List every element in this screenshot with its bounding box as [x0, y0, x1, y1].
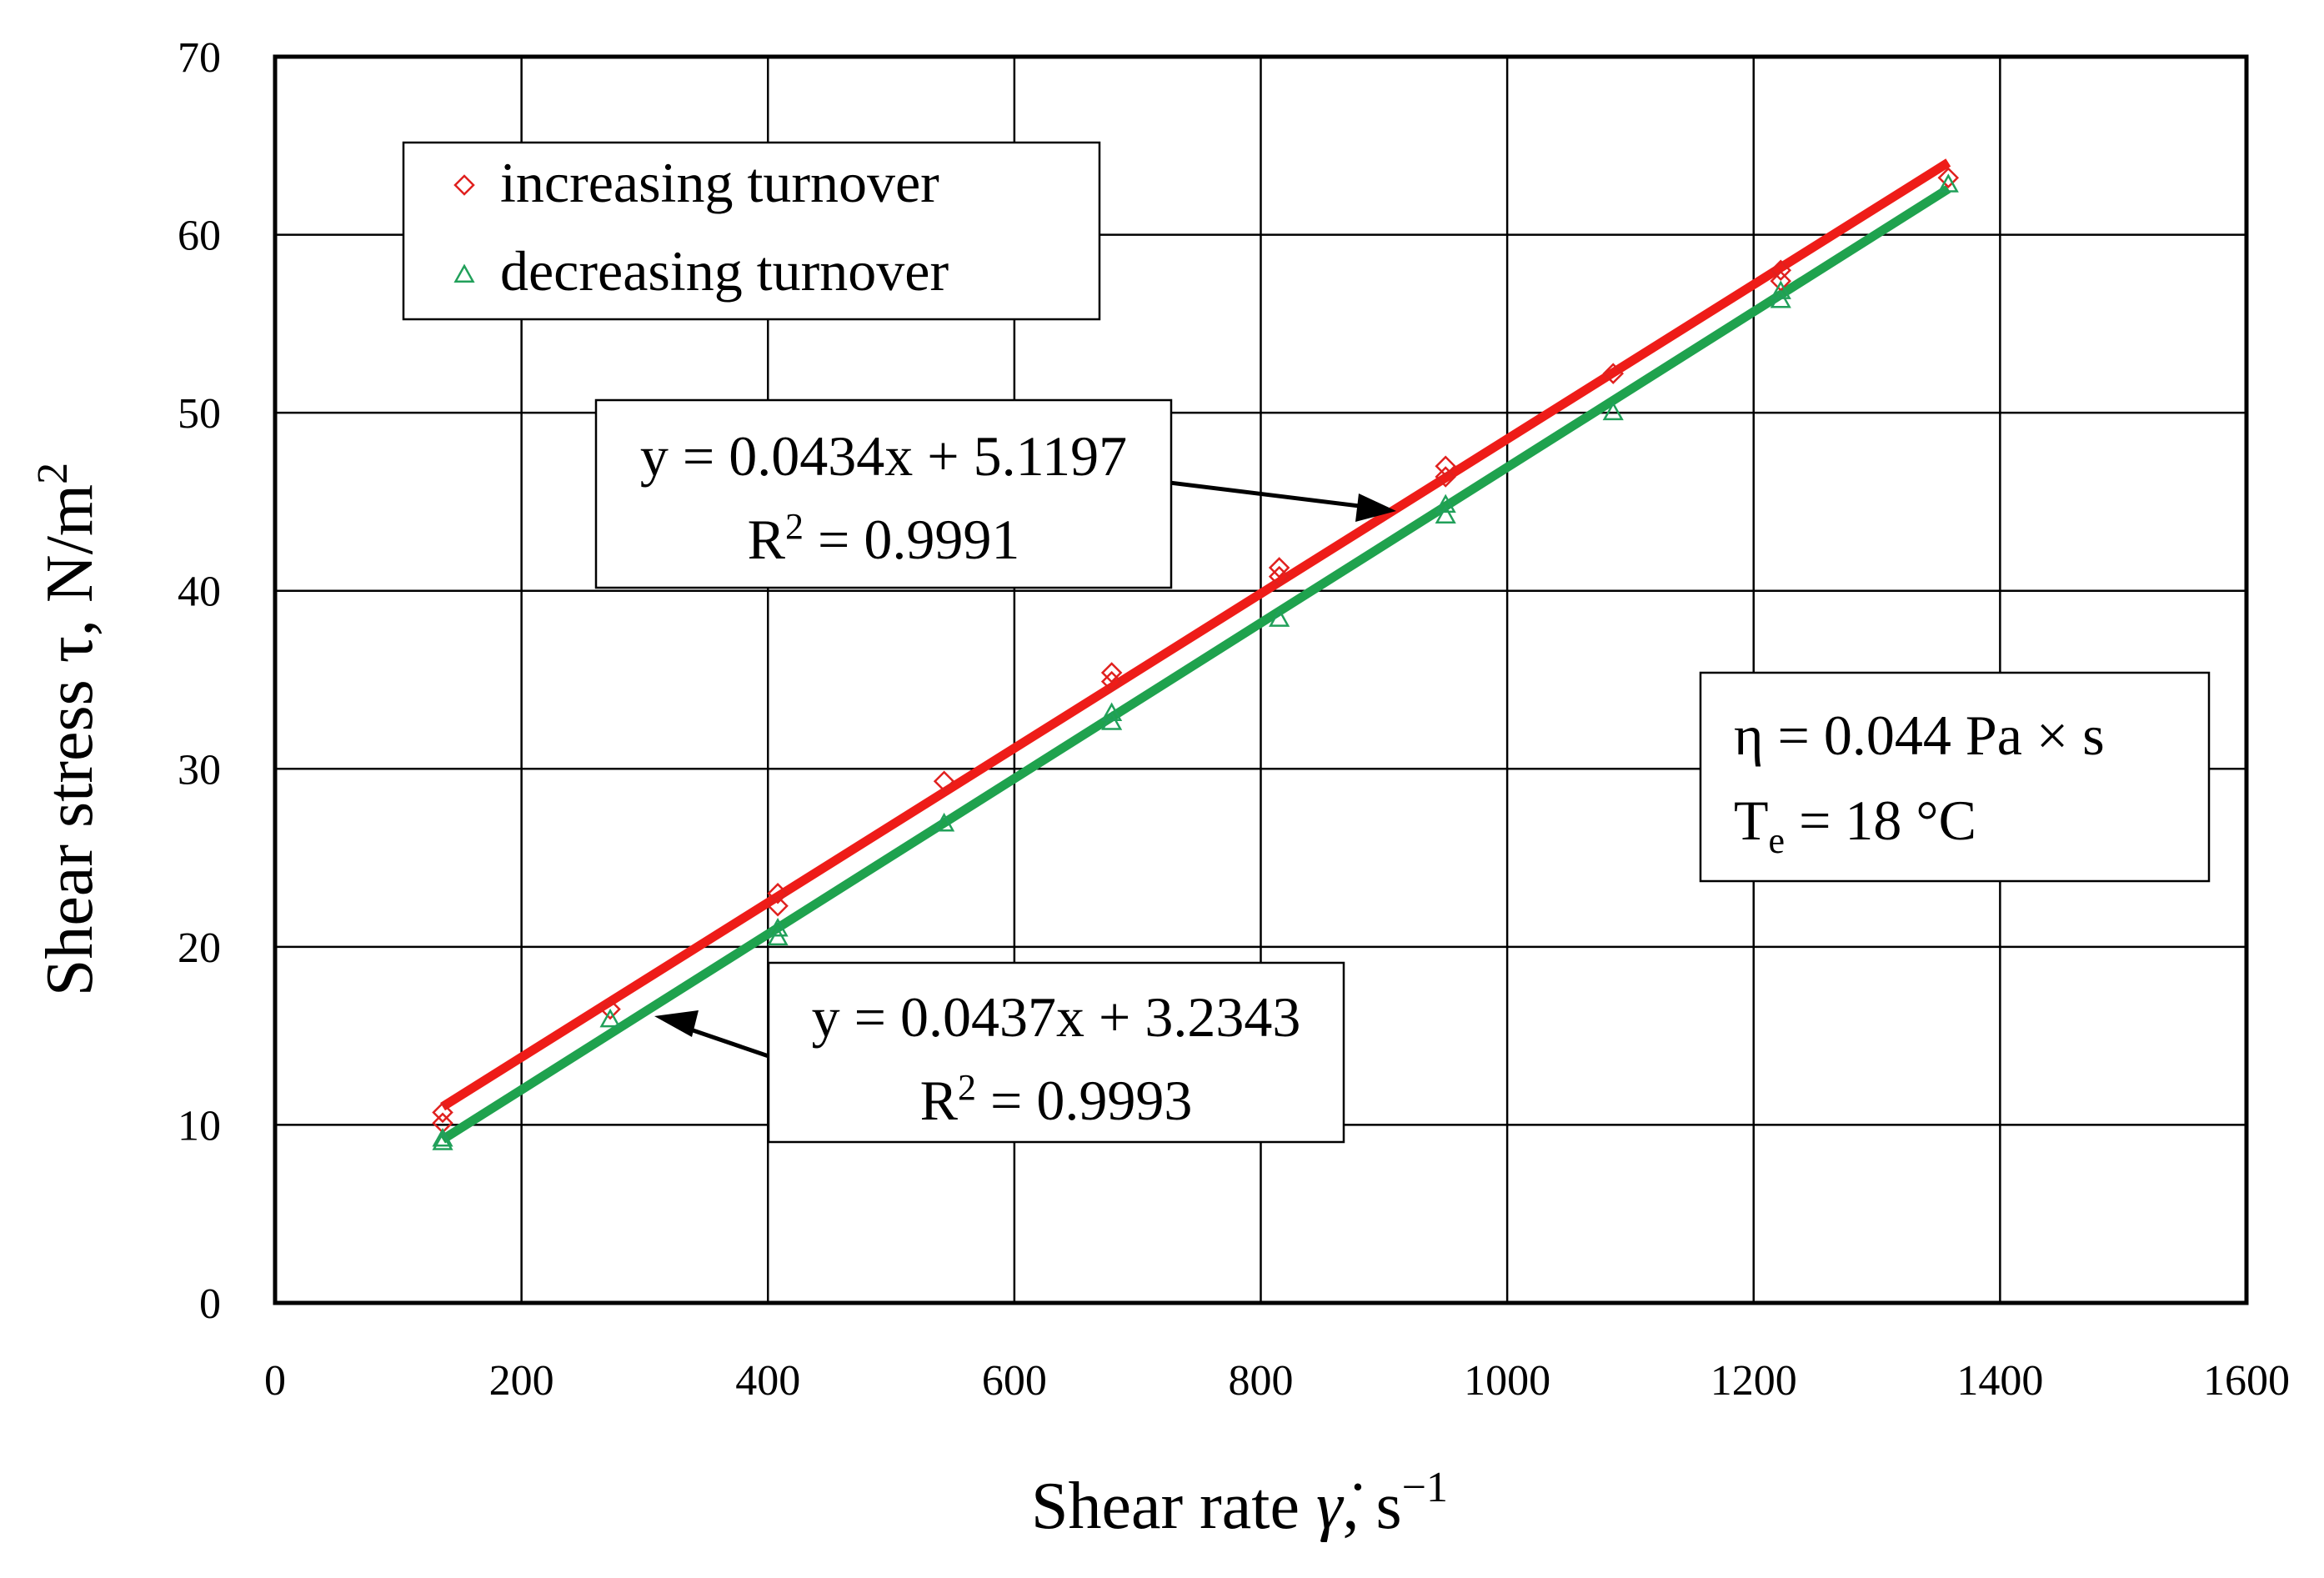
- x-tick-label: 600: [982, 1357, 1047, 1405]
- legend-label-increasing: increasing turnover: [500, 151, 939, 214]
- x-tick-label: 200: [489, 1357, 554, 1405]
- increasing-point: [1100, 670, 1123, 693]
- x-axis-tick-labels: 0 200 400 600 800 1000 1200 1400 1600: [264, 1357, 2290, 1405]
- decreasing-point: [432, 1127, 453, 1147]
- equation-box-increasing-frame: [594, 398, 1173, 589]
- increasing-point: [1602, 363, 1625, 384]
- increasing-point: [767, 894, 789, 917]
- increasing-point: [1268, 557, 1290, 579]
- increasing-point: [432, 1101, 453, 1124]
- legend-marker-increasing: [453, 174, 475, 196]
- legend-marker-decreasing: [453, 263, 475, 283]
- properties-box-frame: [1699, 671, 2211, 883]
- decreasing-point: [1770, 280, 1791, 299]
- x-tick-label: 1600: [2203, 1357, 2290, 1405]
- decreasing-point: [767, 926, 789, 946]
- trendline-increasing: [440, 158, 1951, 1111]
- plot-area-frame: [273, 54, 2249, 1305]
- increasing-point: [1770, 259, 1792, 282]
- equation-box-increasing: y = 0.0434x + 5.1197 R2 = 0.9991: [594, 398, 1396, 589]
- increasing-point: [767, 883, 789, 904]
- y-axis-tick-labels: 0 10 20 30 40 50 60 70: [178, 34, 221, 1328]
- decreasing-point: [599, 1008, 621, 1028]
- decreasing-point: [1435, 504, 1456, 523]
- r-squared-decreasing: R2 = 0.9993: [920, 1067, 1193, 1132]
- y-tick-label: 60: [178, 213, 221, 260]
- decreasing-point: [1269, 608, 1290, 627]
- decreasing-point: [1101, 711, 1123, 730]
- increasing-point: [1100, 662, 1123, 684]
- r-squared-increasing: R2 = 0.9991: [748, 506, 1020, 571]
- arrow-head-decreasing: [654, 1010, 699, 1037]
- y-tick-label: 70: [178, 34, 221, 82]
- x-tick-label: 400: [735, 1357, 800, 1405]
- equation-increasing: y = 0.0434x + 5.1197: [640, 424, 1127, 488]
- trendline-decreasing: [440, 184, 1951, 1144]
- properties-box: η = 0.044 Pa × s Te = 18 °C: [1699, 671, 2211, 883]
- arrow-line-increasing: [1162, 479, 1380, 511]
- legend-label-decreasing: decreasing turnover: [500, 239, 949, 303]
- legend: increasing turnover decreasing turnover: [402, 141, 1101, 321]
- x-tick-label: 1400: [1956, 1357, 2043, 1405]
- y-tick-label: 40: [178, 569, 221, 616]
- increasing-point: [1435, 466, 1456, 488]
- equation-box-decreasing: y = 0.0437x + 3.2343 R2 = 0.9993: [654, 961, 1345, 1144]
- decreasing-point: [1937, 173, 1959, 193]
- equation-box-decreasing-frame: [767, 961, 1345, 1144]
- y-tick-label: 50: [178, 390, 221, 438]
- temperature-label: Te = 18 °C: [1734, 789, 1976, 861]
- increasing-point: [1937, 167, 1960, 188]
- increasing-point: [599, 998, 621, 1020]
- y-tick-label: 30: [178, 746, 221, 794]
- x-tick-label: 800: [1229, 1357, 1294, 1405]
- x-tick-label: 1200: [1710, 1357, 1797, 1405]
- viscosity-label: η = 0.044 Pa × s: [1734, 704, 2105, 767]
- decreasing-point: [767, 917, 789, 937]
- increasing-point: [1435, 455, 1456, 477]
- x-tick-label: 0: [264, 1357, 286, 1405]
- y-tick-label: 10: [178, 1102, 221, 1150]
- data-markers: [432, 167, 1960, 1150]
- x-axis-title: Shear rate γ̇, s−1: [1031, 1464, 1448, 1543]
- y-axis-title: Shear stress τ, N/m2: [29, 463, 107, 996]
- decreasing-point: [1602, 401, 1624, 421]
- decreasing-point: [1435, 493, 1456, 513]
- decreasing-point: [1101, 702, 1123, 722]
- trendlines: [440, 158, 1951, 1144]
- legend-box: [402, 141, 1101, 321]
- decreasing-point: [1770, 289, 1791, 308]
- increasing-point: [933, 770, 955, 793]
- x-tick-label: 1000: [1464, 1357, 1550, 1405]
- decreasing-point: [934, 812, 955, 832]
- increasing-point: [1268, 565, 1290, 588]
- decreasing-point: [432, 1131, 453, 1150]
- y-tick-label: 20: [178, 924, 221, 972]
- y-tick-label: 0: [199, 1280, 221, 1328]
- arrow-head-increasing: [1355, 493, 1396, 522]
- equation-decreasing: y = 0.0437x + 3.2343: [812, 985, 1301, 1049]
